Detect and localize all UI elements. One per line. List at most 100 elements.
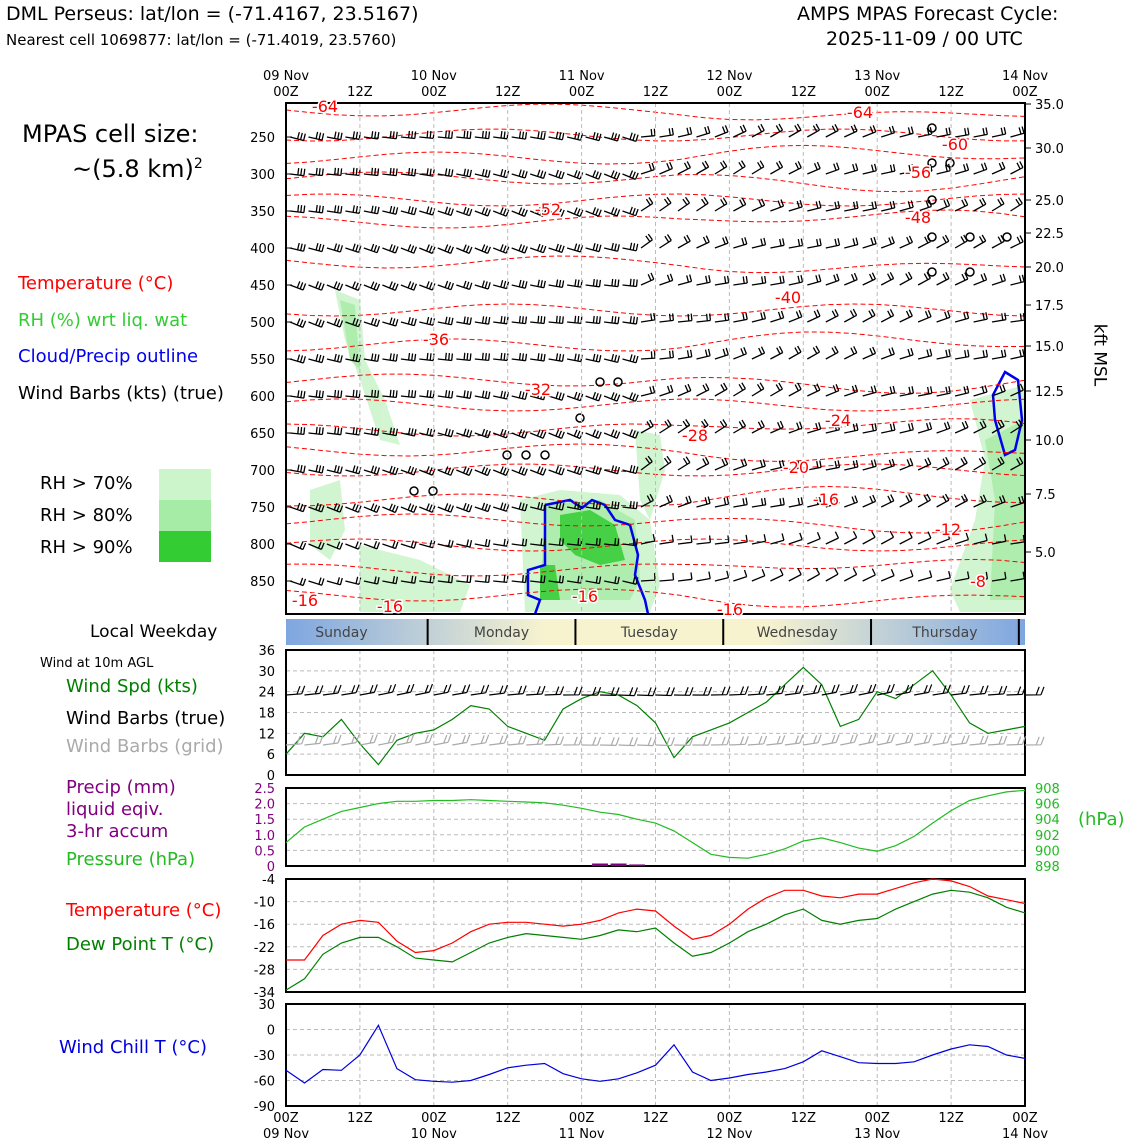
profile-wind-barb [474,244,492,254]
profile-wind-barb [456,428,473,438]
calm-marker [502,450,512,460]
profile-wind-barb [604,316,620,325]
profile-wind-barb [400,427,417,437]
profile-wind-barb [677,535,693,545]
profile-wind-barb [529,429,547,439]
profile-wind-barb [622,538,638,547]
profile-wind-barb [881,200,896,212]
kft-tick: 30.0 [1035,142,1064,157]
profile-wind-barb [899,531,913,545]
profile-wind-barb [289,318,307,328]
profile-wind-barb [806,567,821,582]
time-tick-top: 12Z [791,85,817,100]
profile-wind-barb [345,281,362,291]
panel-y-tick: 6 [267,748,275,763]
time-tick-bottom: 00Z [273,1111,299,1126]
profile-wind-barb [566,207,584,217]
profile-wind-barb [677,196,691,212]
profile-wind-barb [696,535,712,545]
profile-wind-barb [566,391,584,402]
profile-wind-barb [899,126,914,138]
profile-wind-barb [308,131,325,141]
profile-wind-barb [363,281,381,291]
profile-wind-barb [456,130,472,140]
profile-wind-barb [696,348,711,360]
profile-wind-barb [474,538,491,548]
legend-barbs: Wind Barbs (kts) (true) [18,383,224,404]
weekday-name: Thursday [911,625,977,641]
profile-wind-barb [917,348,933,360]
time-tick-top: 12Z [347,85,373,100]
wind-barb-grid [821,734,840,746]
profile-wind-barb [456,575,472,584]
line-panel [285,1003,1026,1107]
profile-wind-barb [308,205,324,214]
rh-shading [310,290,1024,612]
profile-wind-barb [844,201,859,212]
wind-barb-grid [710,736,731,746]
panel-frame [285,1003,1026,1107]
profile-wind-barb [585,538,601,547]
profile-wind-barb [973,312,988,323]
wind-barb-grid [766,735,786,746]
panel-y-tick: -90 [254,1100,275,1115]
profile-wind-barb [696,126,711,138]
profile-wind-barb [566,465,584,476]
date-label-bottom: 12 Nov [706,1127,752,1140]
profile-wind-barb [899,309,913,323]
profile-wind-barb [493,169,510,179]
profile-wind-barb [917,570,933,582]
profile-wind-barb [806,345,821,360]
wind-barb-grid [618,737,639,747]
calm-marker [595,377,605,387]
profile-wind-barb [419,316,436,326]
wind-barb-grid [470,734,490,746]
profile-gridlines [286,103,1031,614]
profile-wind-barb [363,465,381,475]
profile-wind-barb [788,421,803,434]
time-tick-bottom: 00Z [569,1111,595,1126]
profile-wind-barb [917,309,932,323]
panel-y-tick: 24 [258,686,275,701]
rh90-region [560,510,625,565]
profile-wind-barb [622,354,639,364]
precip-bar [592,863,609,866]
profile-wind-barb [289,242,306,252]
profile-wind-barb [308,281,325,291]
profile-wind-barb [807,161,821,175]
wind-barb-grid [526,735,546,746]
profile-wind-barb [770,199,785,212]
profile-wind-barb [862,459,877,471]
profile-wind-barb [659,161,673,175]
pressure-label: Pressure (hPa) [66,849,196,870]
profile-wind-barb [991,127,1007,138]
pressure-tick: 550 [250,353,275,368]
temperature-contour-label: -12 [935,520,961,539]
profile-wind-barb [899,422,914,434]
rh90-swatch [159,531,211,562]
temperature-contour-label: -36 [423,330,449,349]
profile-wind-barb [770,238,785,249]
profile-wind-barb [493,280,510,290]
panel-y-tick: -30 [254,1049,275,1064]
profile-wind-barb [844,384,859,397]
calm-marker [927,123,937,133]
calm-marker [1002,232,1012,242]
profile-wind-barb [640,534,656,545]
legend-temperature: Temperature (°C) [18,273,174,294]
panel-y-tick: 898 [1035,860,1060,875]
profile-wind-barb [844,346,858,360]
profile-wind-barb [530,501,547,512]
wind-barb-grid [452,734,471,746]
wind-barb-true [951,684,970,696]
profile-wind-barb [622,242,639,252]
profile-wind-barb [363,389,380,399]
line-panel [285,787,1026,867]
profile-wind-barb [326,131,343,141]
profile-wind-barb [567,279,583,288]
profile-wind-barb [437,352,454,362]
wind-barb-grid [489,734,508,746]
wind-barb-grid [655,737,675,747]
profile-wind-barb [548,501,565,511]
profile-wind-barb [862,125,877,138]
